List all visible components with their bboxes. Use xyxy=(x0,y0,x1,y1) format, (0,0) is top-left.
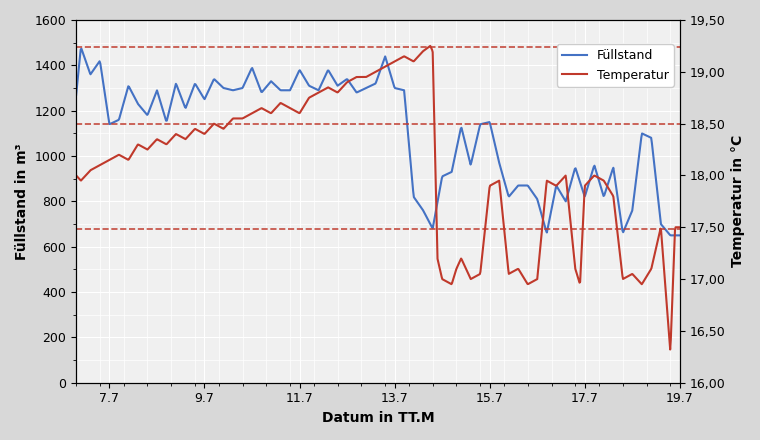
Legend: Füllstand, Temperatur: Füllstand, Temperatur xyxy=(557,44,673,87)
Temperatur xyxy=(554,181,563,186)
Temperatur xyxy=(133,142,142,147)
Temperatur xyxy=(666,347,675,352)
Füllstand xyxy=(457,125,466,130)
Temperatur xyxy=(676,225,685,230)
Temperatur xyxy=(486,182,496,187)
Temperatur xyxy=(426,43,435,48)
Line: Füllstand: Füllstand xyxy=(76,49,680,235)
Füllstand xyxy=(439,173,448,179)
Füllstand xyxy=(109,120,119,125)
Füllstand xyxy=(423,216,432,221)
X-axis label: Datum in TT.M: Datum in TT.M xyxy=(321,411,434,425)
Temperatur xyxy=(315,89,325,94)
Füllstand xyxy=(77,46,86,51)
Temperatur xyxy=(337,85,347,90)
Füllstand xyxy=(592,171,601,176)
Füllstand xyxy=(667,233,676,238)
Füllstand xyxy=(676,233,685,238)
Temperatur xyxy=(71,173,81,178)
Y-axis label: Temperatur in °C: Temperatur in °C xyxy=(731,135,745,268)
Füllstand xyxy=(71,92,81,97)
Temperatur xyxy=(543,178,552,183)
Füllstand xyxy=(530,193,540,198)
Line: Temperatur: Temperatur xyxy=(76,46,680,349)
Y-axis label: Füllstand in m³: Füllstand in m³ xyxy=(15,143,29,260)
